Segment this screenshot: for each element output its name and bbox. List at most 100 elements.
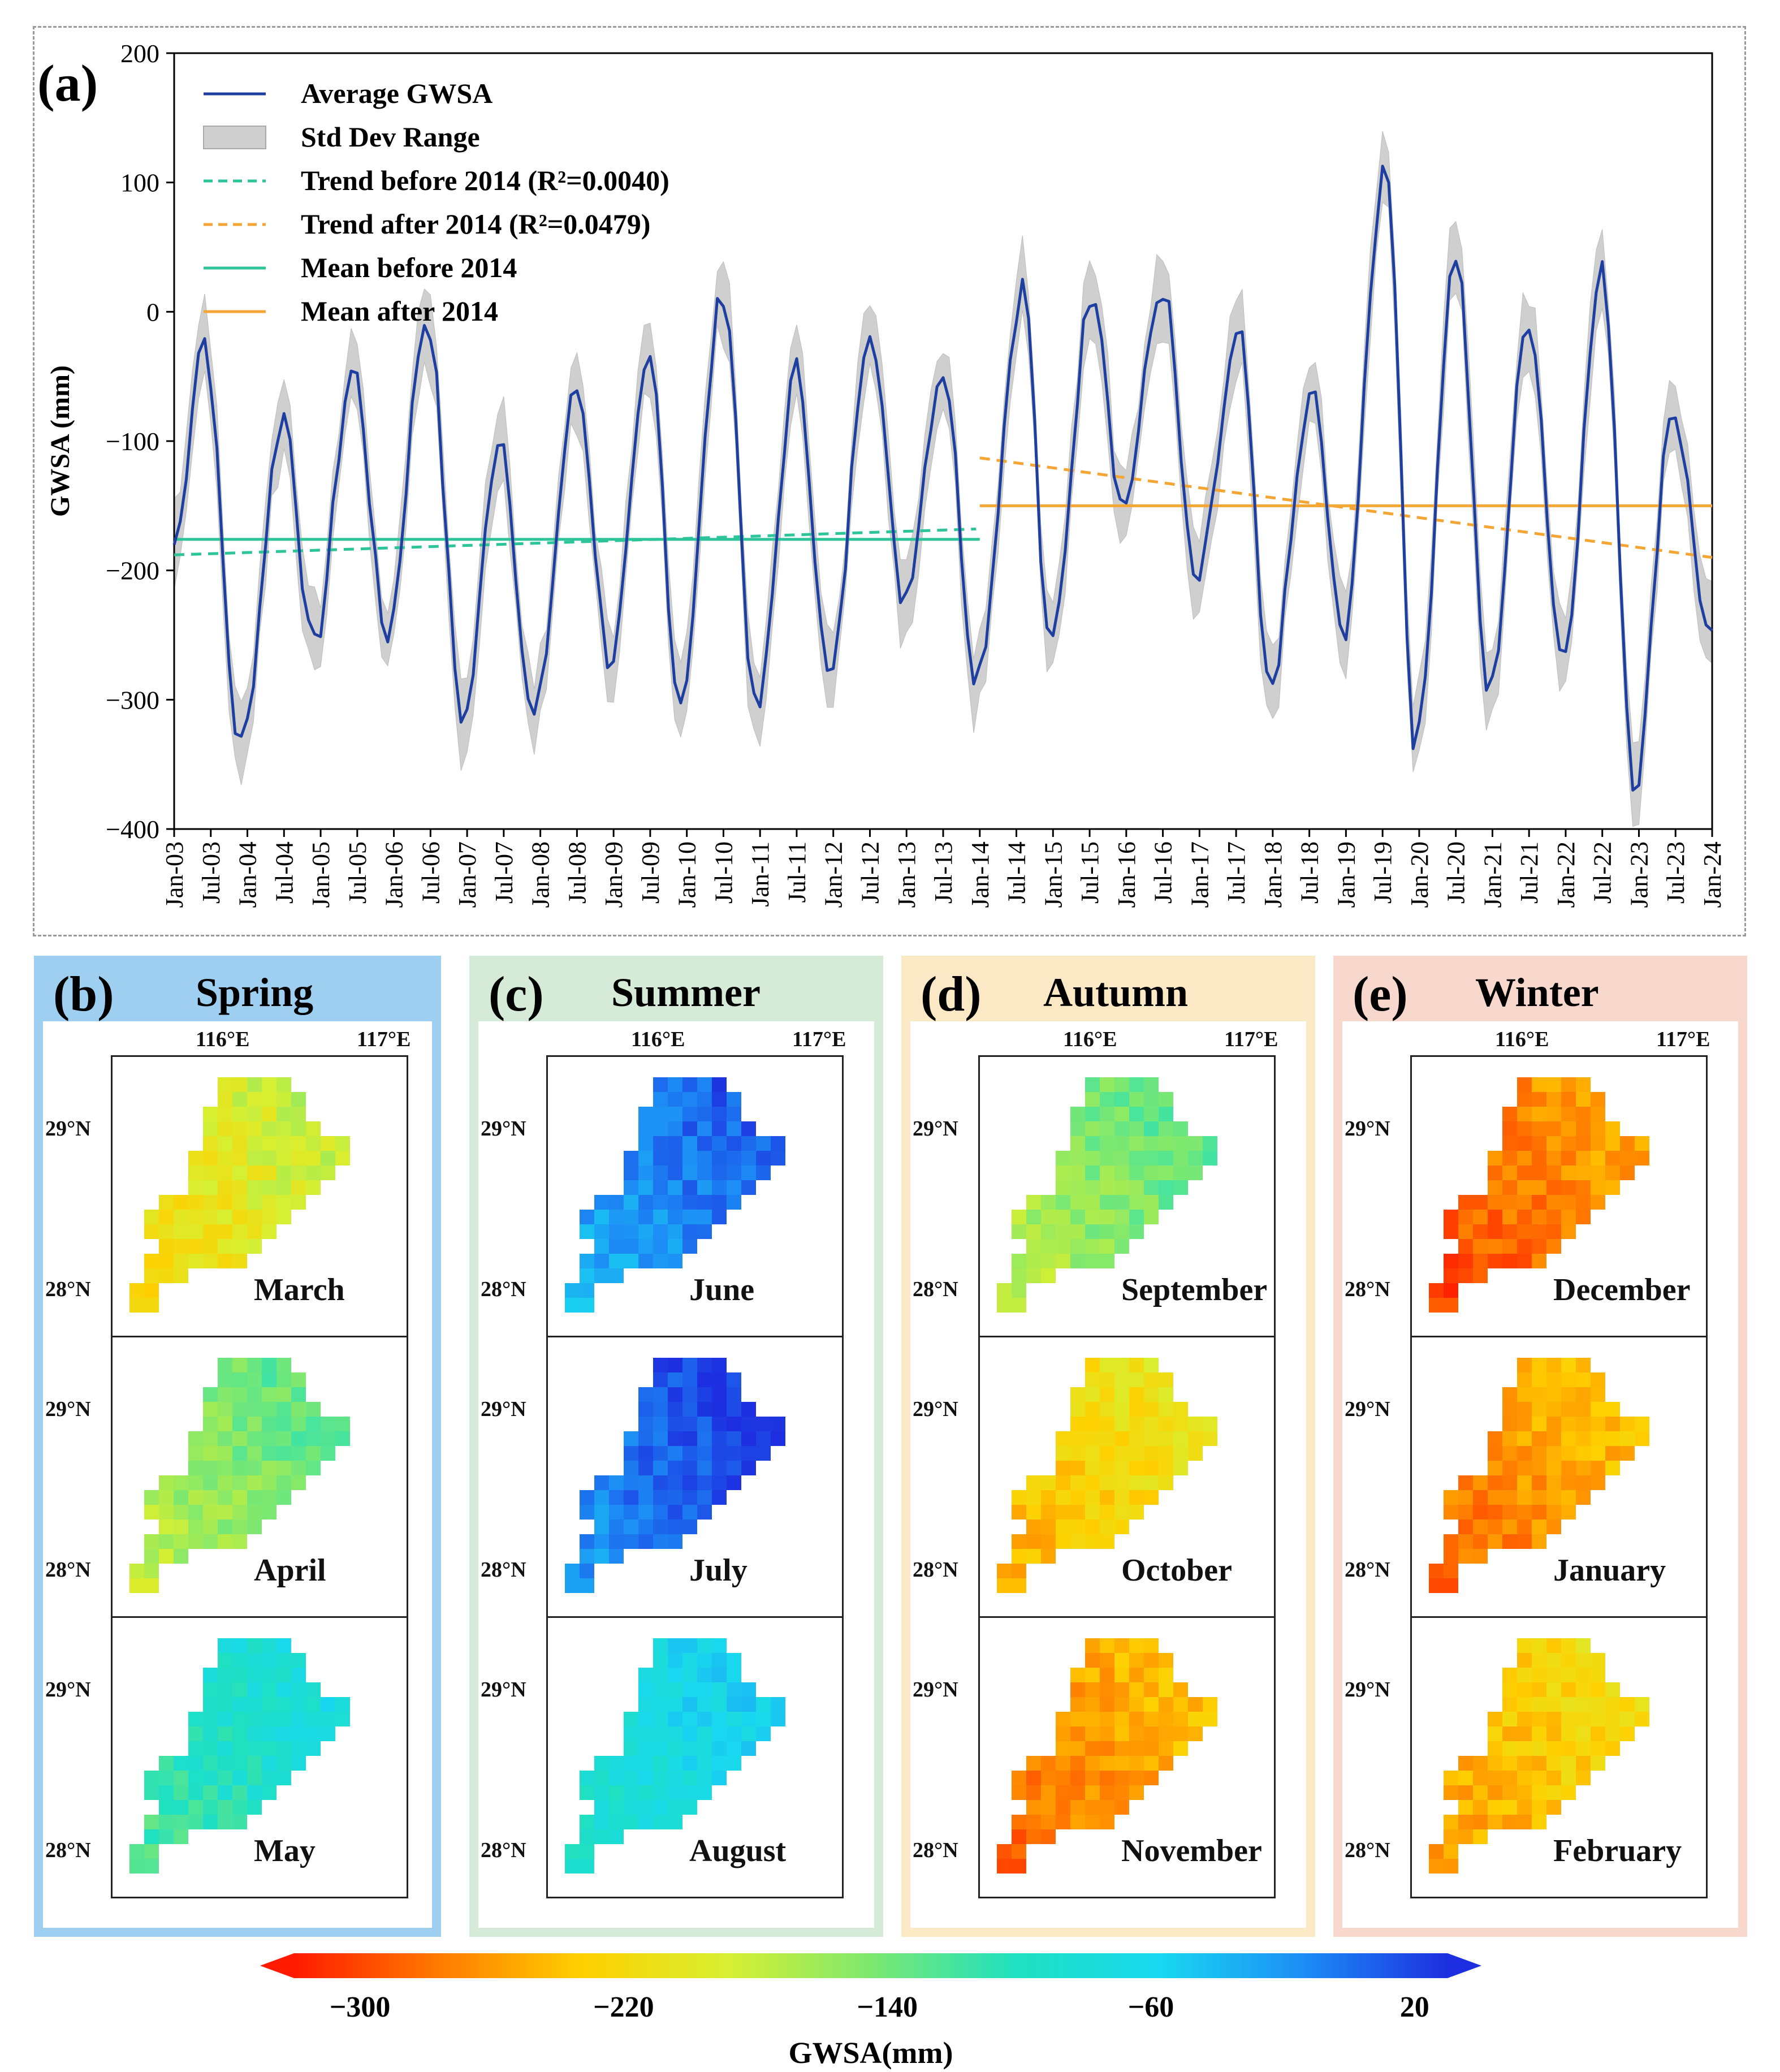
x-tick-label: Jul-12 bbox=[856, 841, 884, 904]
grid-cell bbox=[1041, 1800, 1056, 1815]
grid-cell bbox=[247, 1224, 262, 1239]
grid-cell bbox=[756, 1446, 771, 1461]
grid-cell bbox=[1056, 1446, 1070, 1461]
grid-cell bbox=[594, 1268, 609, 1283]
grid-cell bbox=[1546, 1166, 1561, 1180]
x-tick-label: Jan-15 bbox=[1039, 841, 1067, 908]
grid-cell bbox=[1012, 1210, 1026, 1224]
grid-cell bbox=[1144, 1077, 1159, 1092]
month-label: October bbox=[1121, 1553, 1232, 1588]
grid-cell bbox=[668, 1682, 682, 1697]
grid-cell bbox=[1502, 1446, 1517, 1461]
grid-cell bbox=[1114, 1387, 1129, 1402]
grid-cell bbox=[203, 1254, 218, 1268]
grid-cell bbox=[1070, 1136, 1085, 1151]
grid-cell bbox=[203, 1682, 218, 1697]
grid-cell bbox=[624, 1756, 638, 1771]
grid-cell bbox=[306, 1417, 321, 1431]
grid-cell bbox=[712, 1092, 727, 1107]
y-tick-label: 100 bbox=[120, 169, 159, 197]
grid-cell bbox=[638, 1534, 653, 1549]
grid-cell bbox=[712, 1195, 727, 1210]
grid-cell bbox=[624, 1180, 638, 1195]
grid-cell bbox=[218, 1461, 232, 1475]
grid-cell bbox=[771, 1697, 785, 1712]
grid-cell bbox=[638, 1815, 653, 1829]
grid-cell bbox=[712, 1077, 727, 1092]
grid-cell bbox=[1070, 1668, 1085, 1682]
grid-cell bbox=[668, 1785, 682, 1800]
grid-cell bbox=[1100, 1195, 1114, 1210]
grid-cell bbox=[1444, 1844, 1458, 1859]
grid-cell bbox=[712, 1741, 727, 1756]
grid-cell bbox=[712, 1446, 727, 1461]
grid-cell bbox=[1144, 1417, 1159, 1431]
grid-cell bbox=[203, 1107, 218, 1121]
grid-cell bbox=[712, 1668, 727, 1682]
lon-tick-label: 117°E bbox=[1224, 1028, 1278, 1051]
grid-cell bbox=[1502, 1180, 1517, 1195]
grid-cell bbox=[1173, 1461, 1188, 1475]
grid-cell bbox=[1070, 1446, 1085, 1461]
grid-cell bbox=[1070, 1741, 1085, 1756]
x-tick-label: Jan-04 bbox=[234, 841, 262, 908]
grid-cell bbox=[1502, 1107, 1517, 1121]
x-tick-label: Jul-07 bbox=[490, 841, 518, 904]
grid-cell bbox=[159, 1815, 174, 1829]
grid-cell bbox=[1100, 1107, 1114, 1121]
colorbar-tick-label: −60 bbox=[1128, 1991, 1174, 2023]
grid-cell bbox=[1561, 1682, 1576, 1697]
grid-cell bbox=[1444, 1298, 1458, 1313]
grid-cell bbox=[1041, 1268, 1056, 1283]
grid-cell bbox=[653, 1697, 668, 1712]
grid-cell bbox=[1129, 1402, 1144, 1417]
grid-cell bbox=[1605, 1151, 1620, 1166]
grid-cell bbox=[159, 1549, 174, 1564]
grid-cell bbox=[1070, 1254, 1085, 1268]
grid-cell bbox=[712, 1107, 727, 1121]
grid-cell bbox=[203, 1151, 218, 1166]
grid-cell bbox=[1159, 1387, 1173, 1402]
grid-cell bbox=[188, 1210, 203, 1224]
grid-cell bbox=[1144, 1431, 1159, 1446]
grid-cell bbox=[1532, 1180, 1546, 1195]
grid-cell bbox=[1517, 1446, 1532, 1461]
grid-cell bbox=[1085, 1475, 1100, 1490]
grid-cell bbox=[1114, 1180, 1129, 1195]
lat-tick-label: 28°N bbox=[481, 1558, 526, 1582]
grid-cell bbox=[638, 1461, 653, 1475]
grid-cell bbox=[1605, 1180, 1620, 1195]
grid-cell bbox=[1056, 1726, 1070, 1741]
grid-cell bbox=[1576, 1446, 1591, 1461]
grid-cell bbox=[727, 1402, 741, 1417]
grid-cell bbox=[1576, 1166, 1591, 1180]
grid-cell bbox=[653, 1741, 668, 1756]
grid-cell bbox=[1546, 1210, 1561, 1224]
grid-cell bbox=[1085, 1417, 1100, 1431]
month-label: April bbox=[254, 1553, 326, 1588]
grid-cell bbox=[232, 1741, 247, 1756]
grid-cell bbox=[218, 1712, 232, 1726]
grid-cell bbox=[262, 1136, 276, 1151]
grid-cell bbox=[1561, 1726, 1576, 1741]
grid-cell bbox=[1114, 1402, 1129, 1417]
grid-cell bbox=[335, 1151, 350, 1166]
grid-cell bbox=[1114, 1785, 1129, 1800]
grid-cell bbox=[1546, 1136, 1561, 1151]
grid-cell bbox=[1488, 1151, 1502, 1166]
grid-cell bbox=[262, 1505, 276, 1520]
grid-cell bbox=[1502, 1668, 1517, 1682]
grid-cell bbox=[276, 1417, 291, 1431]
grid-cell bbox=[1026, 1549, 1041, 1564]
grid-cell bbox=[1502, 1712, 1517, 1726]
grid-cell bbox=[1517, 1726, 1532, 1741]
grid-cell bbox=[1561, 1107, 1576, 1121]
grid-cell bbox=[1458, 1254, 1473, 1268]
grid-cell bbox=[1546, 1697, 1561, 1712]
grid-cell bbox=[291, 1741, 306, 1756]
grid-cell bbox=[1070, 1785, 1085, 1800]
grid-cell bbox=[1532, 1726, 1546, 1741]
grid-cell bbox=[232, 1446, 247, 1461]
month-map-february: February bbox=[1410, 1616, 1708, 1898]
grid-cell bbox=[1576, 1180, 1591, 1195]
